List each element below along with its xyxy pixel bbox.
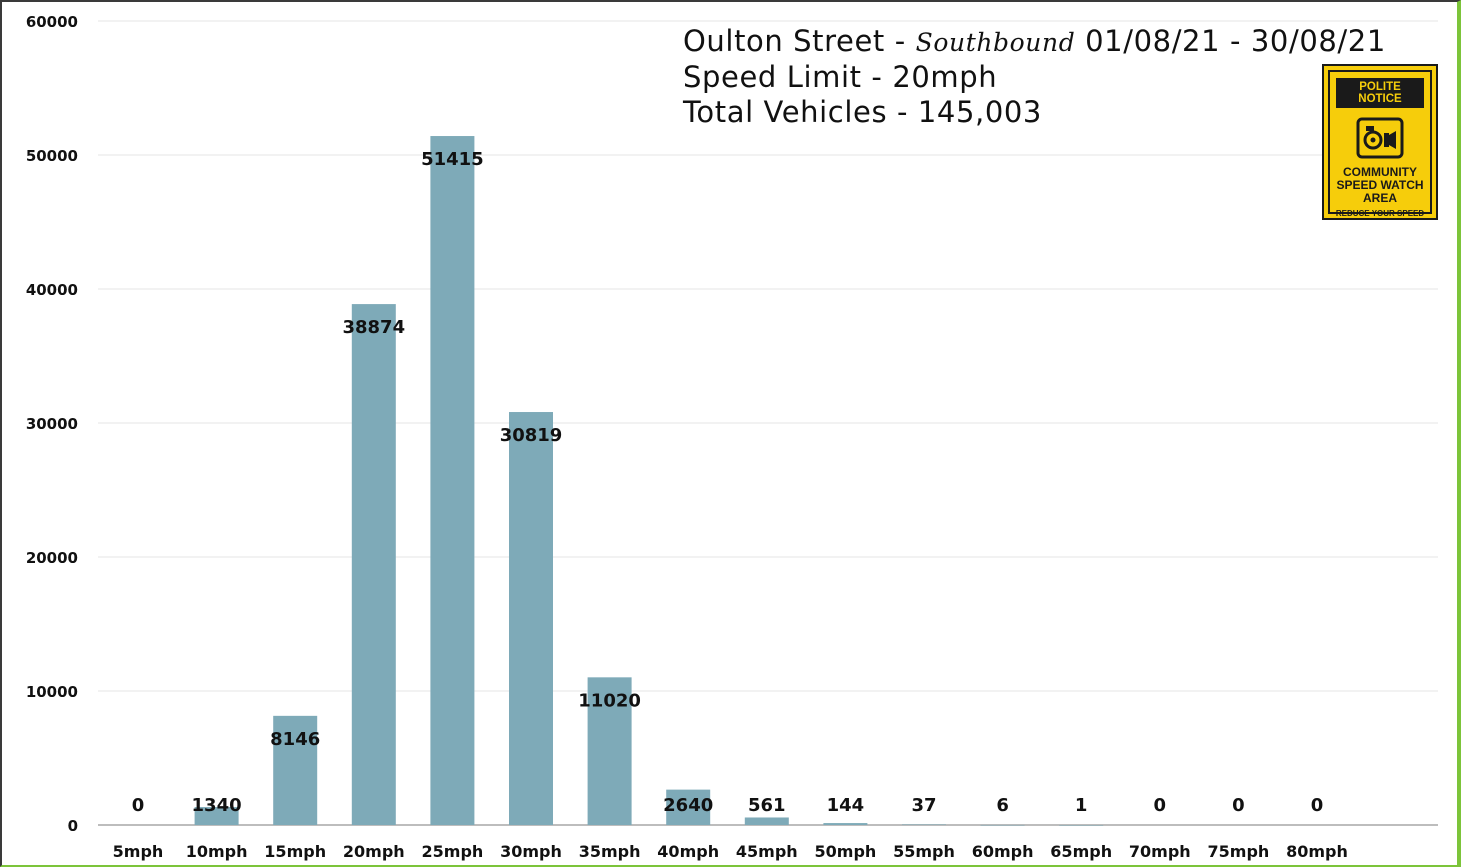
x-tick-label: 5mph	[113, 842, 164, 861]
y-tick-label: 10000	[26, 683, 78, 701]
bar-30mph	[509, 412, 553, 825]
data-label: 561	[748, 795, 786, 816]
x-tick-label: 45mph	[736, 842, 798, 861]
title-total-vehicles: Total Vehicles - 145,003	[683, 95, 1042, 129]
x-tick-label: 40mph	[657, 842, 719, 861]
data-label: 6	[996, 795, 1009, 816]
data-label: 11020	[578, 690, 641, 711]
sign-footer: REDUCE YOUR SPEED	[1335, 209, 1425, 218]
sign-line-2: SPEED WATCH	[1336, 178, 1424, 192]
bar-35mph	[587, 677, 632, 825]
x-tick-label: 10mph	[186, 842, 248, 861]
title-direction: Southbound	[915, 28, 1076, 57]
x-tick-label: 65mph	[1050, 842, 1112, 861]
bar-55mph	[902, 824, 946, 826]
bar-65mph	[1059, 824, 1104, 826]
sign-message: COMMUNITY SPEED WATCH AREA	[1330, 166, 1430, 205]
y-tick-label: 50000	[26, 147, 78, 165]
x-tick-label: 15mph	[264, 842, 326, 861]
data-label: 38874	[342, 317, 405, 338]
bars	[194, 136, 1104, 826]
data-label: 37	[911, 795, 936, 816]
data-label: 0	[1232, 795, 1245, 816]
sign-line-1: COMMUNITY	[1343, 165, 1417, 179]
data-label: 1340	[192, 795, 242, 816]
bar-45mph	[744, 817, 789, 825]
gridlines	[98, 20, 1438, 826]
title-dates: 01/08/21 - 30/08/21	[1075, 24, 1386, 58]
x-tick-label: 55mph	[893, 842, 955, 861]
bar-40mph	[666, 789, 711, 825]
bar-50mph	[823, 823, 868, 825]
y-tick-label: 40000	[26, 281, 78, 299]
x-tick-label: 70mph	[1129, 842, 1191, 861]
x-tick-label: 75mph	[1208, 842, 1270, 861]
title-speed-limit: Speed Limit - 20mph	[683, 60, 998, 94]
data-label: 0	[132, 795, 145, 816]
bar-10mph	[194, 807, 239, 825]
y-tick-label: 0	[68, 817, 78, 835]
speed-camera-icon	[1356, 117, 1404, 159]
data-label: 144	[827, 795, 865, 816]
y-tick-label: 60000	[26, 13, 78, 31]
data-labels: 0 1340 8146 38874 51415 30819 11020 2640 561 144 3…	[132, 149, 1324, 816]
x-tick-label: 25mph	[422, 842, 484, 861]
x-tick-label: 35mph	[579, 842, 641, 861]
x-axis-ticks: 5mph 10mph 15mph 20mph 25mph 30mph 35mph 40mph 4…	[113, 842, 1348, 861]
data-label: 8146	[270, 729, 320, 750]
bar-60mph	[980, 824, 1025, 826]
bar-20mph	[351, 304, 396, 826]
data-label: 2640	[663, 795, 713, 816]
x-tick-label: 20mph	[343, 842, 405, 861]
x-tick-label: 50mph	[815, 842, 877, 861]
title-line-location: Oulton Street - Southbound 01/08/21 - 30…	[683, 24, 1386, 60]
sign-line-3: AREA	[1362, 191, 1397, 205]
sign-header: POLITE NOTICE	[1336, 78, 1424, 108]
data-label: 0	[1154, 795, 1167, 816]
chart-title: Oulton Street - Southbound 01/08/21 - 30…	[683, 24, 1386, 130]
y-tick-label: 20000	[26, 549, 78, 567]
x-tick-label: 60mph	[972, 842, 1034, 861]
data-label: 51415	[421, 149, 484, 170]
title-street: Oulton Street -	[683, 24, 916, 58]
bar-25mph	[430, 136, 475, 825]
x-tick-label: 30mph	[500, 842, 562, 861]
data-label: 1	[1075, 795, 1088, 816]
x-tick-label: 80mph	[1286, 842, 1348, 861]
data-label: 0	[1311, 795, 1324, 816]
sign-border: POLITE NOTICE COMMUNITY SPEED WATCH AREA…	[1328, 70, 1432, 218]
y-axis-ticks: 0 10000 20000 30000 40000 50000 60000	[26, 13, 78, 835]
bar-15mph	[273, 715, 318, 825]
data-label: 30819	[500, 425, 563, 446]
speed-watch-sign: POLITE NOTICE COMMUNITY SPEED WATCH AREA…	[1322, 64, 1438, 220]
y-tick-label: 30000	[26, 415, 78, 433]
